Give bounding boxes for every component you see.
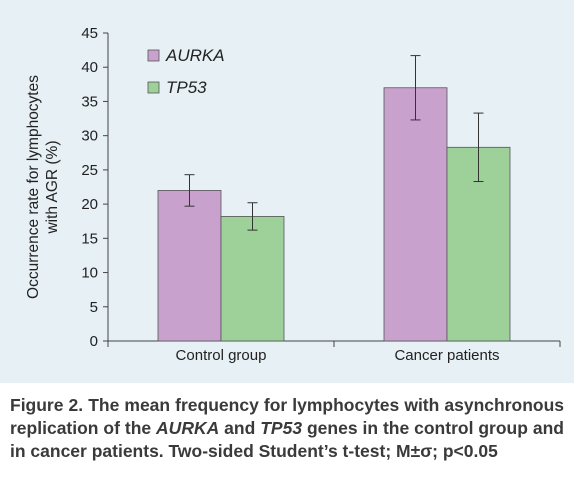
figure-caption: Figure 2. The mean frequency for lymphoc… — [10, 394, 564, 463]
y-tick-label: 45 — [81, 25, 98, 42]
caption-prefix: Figure 2. The mean frequency for lymphoc… — [10, 395, 564, 438]
y-tick-label: 20 — [81, 196, 98, 213]
bar-chart: 0 5 10 15 20 25 30 35 40 45 Occurrence rate for ly… — [25, 25, 561, 364]
legend-label-tp53: TP53 — [166, 78, 207, 97]
caption-middle: and — [219, 418, 261, 438]
y-axis-title-line: with AGR (%) — [44, 140, 61, 234]
y-tick-label: 25 — [81, 162, 98, 179]
legend-label-aurka: AURKA — [165, 46, 225, 65]
y-tick-label: 30 — [81, 128, 98, 145]
y-tick-label: 10 — [81, 265, 98, 282]
caption-suffix: genes in the control group and in cancer… — [10, 418, 564, 461]
legend-swatch-aurka — [147, 49, 160, 62]
y-axis-title-line: Occurrence rate for lymphocytes — [25, 75, 42, 299]
bar-aurka — [383, 87, 448, 342]
x-category-label: Cancer patients — [394, 347, 499, 364]
y-tick-label: 40 — [81, 59, 98, 76]
caption-gene-aurka: AURKA — [156, 418, 220, 438]
y-tick-label: 15 — [81, 230, 98, 247]
y-tick-label: 0 — [90, 333, 98, 350]
bar-aurka — [157, 190, 222, 342]
y-tick-label: 5 — [90, 299, 98, 316]
bar-tp53 — [220, 216, 285, 342]
y-tick-label: 35 — [81, 93, 98, 110]
legend-swatch-tp53 — [147, 81, 160, 94]
x-category-label: Control group — [176, 347, 267, 364]
caption-gene-tp53: TP53 — [260, 418, 303, 438]
